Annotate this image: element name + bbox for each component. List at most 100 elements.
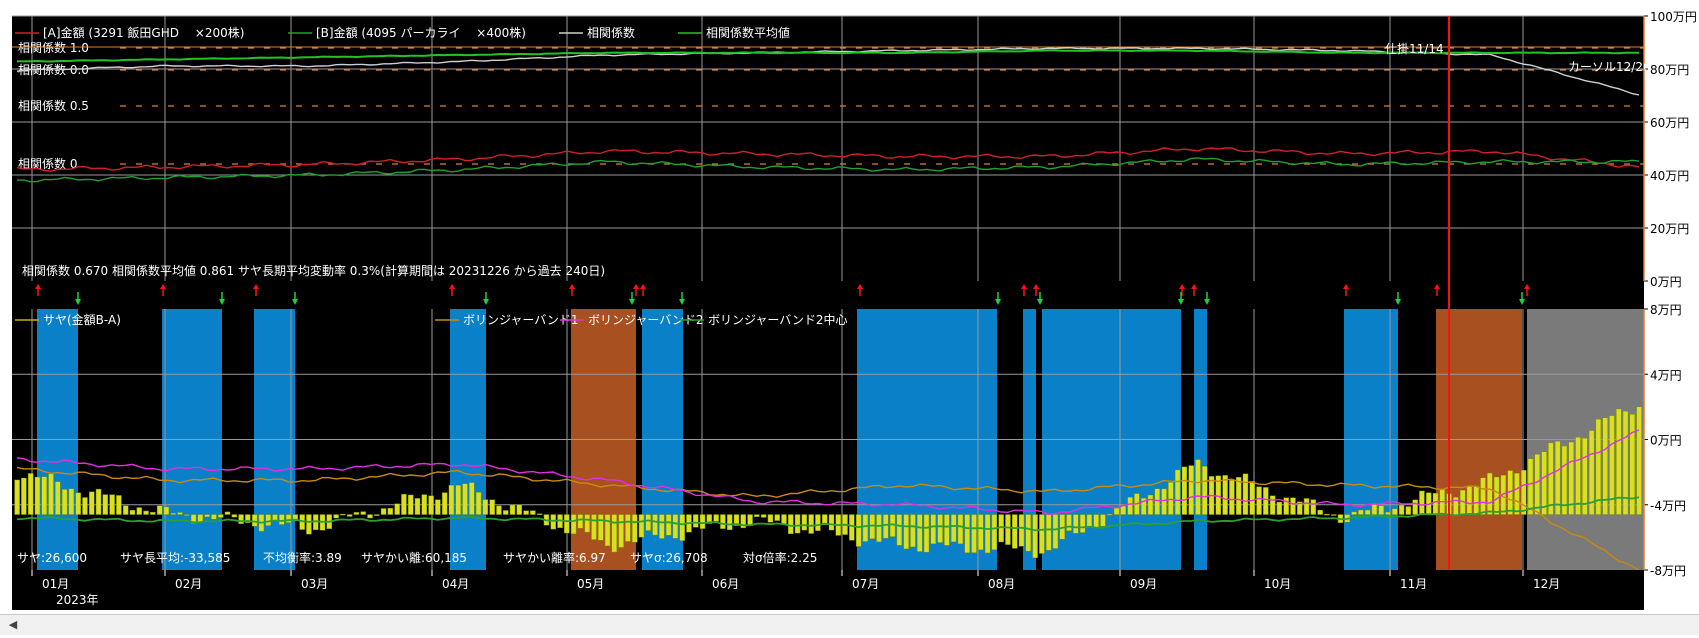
spread-bar [1527, 458, 1534, 515]
spread-bar [781, 514, 787, 525]
spread-bar [801, 514, 808, 531]
signal-down-arrow-head [1343, 284, 1349, 289]
spread-bar [1276, 501, 1283, 515]
spread-bar [95, 488, 102, 515]
spread-bar [75, 492, 81, 515]
spread-bar [1215, 475, 1222, 515]
spread-stat: サヤかい離:60,185 [361, 551, 467, 565]
x-axis: 01月 02月 03月 04月 05月 06月 07月 08月 09月 10月 11月 12月 [31, 570, 1560, 591]
spread-bar [408, 494, 414, 515]
signal-down-arrow-head [449, 284, 455, 289]
spread-bar [251, 514, 258, 527]
spread-bar [536, 513, 543, 515]
spread-bar [1012, 514, 1018, 549]
spread-bar [129, 510, 136, 515]
bottom-y-tick-label: -4万円 [1650, 499, 1686, 513]
top-legend: [A]金額 (3291 飯田GHD ×200株) [B]金額 (4095 パーカラ… [15, 25, 790, 40]
spread-bar [1521, 469, 1527, 515]
horizontal-scrollbar[interactable]: ◀ [0, 614, 1699, 635]
spread-bar [815, 514, 821, 531]
spread-bar [1025, 514, 1032, 552]
spread-bar [638, 514, 645, 538]
spread-bar [1093, 514, 1099, 529]
series-a-line [16, 147, 1640, 172]
spread-bar [102, 494, 109, 515]
spread-bar [774, 514, 780, 521]
x-tick-label: 08月 [988, 577, 1015, 591]
scroll-left-arrow-icon[interactable]: ◀ [8, 618, 18, 631]
spread-bar [292, 514, 299, 522]
spread-bar [1493, 476, 1500, 515]
spread-bar [1575, 437, 1581, 515]
spread-bar [923, 514, 930, 553]
spread-bar [1086, 514, 1093, 527]
spread-bar [713, 514, 719, 522]
spread-bar [733, 514, 740, 526]
spread-bar [1568, 441, 1574, 515]
signal-down-arrow-head [35, 284, 41, 289]
spread-bar [693, 514, 699, 528]
spread-bar [1039, 514, 1045, 554]
spread-bar [163, 506, 170, 515]
spread-bar [285, 514, 292, 523]
spread-bar [367, 514, 373, 519]
spread-bar [1032, 514, 1038, 559]
spread-bar [869, 514, 875, 539]
bottom-legend-label: ボリンジャーバンド2中心 [708, 312, 848, 327]
spread-bar [482, 499, 489, 515]
correlation-level-label: 相関係数 0.0 [18, 62, 89, 77]
spread-bar [944, 514, 950, 546]
signal-up-arrow-head [483, 299, 489, 305]
spread-bar [136, 507, 142, 515]
spread-bar [55, 481, 61, 515]
top-y-tick-label: 100万円 [1650, 10, 1697, 24]
correlation-level-label: 相関係数 0.5 [18, 98, 89, 113]
spread-bar [1297, 501, 1303, 515]
spread-bar [41, 476, 47, 515]
spread-bar [340, 513, 346, 516]
spread-bar [828, 514, 835, 531]
spread-bar [279, 514, 285, 525]
spread-bar [720, 514, 726, 529]
spread-bar [788, 514, 794, 534]
spread-stat: サヤσ:26,708 [630, 551, 708, 565]
signal-down-arrow-head [1033, 284, 1039, 289]
spread-bar [1534, 454, 1541, 515]
correlation-level-label: 相関係数 0 [18, 156, 77, 171]
spread-bar [1473, 485, 1479, 515]
spread-bar [231, 514, 237, 518]
top-y-tick-label: 80万円 [1650, 63, 1689, 77]
series-b-line [17, 157, 1640, 183]
spread-bar [1412, 499, 1418, 515]
spread-bar [984, 514, 991, 554]
spread-bar [672, 514, 679, 539]
bottom-legend: サヤ(金額B-A) ボリンジャーバンド1 ボリンジャーバンド2 ボリンジャーバンド2中… [15, 312, 848, 327]
bottom-y-tick-label: 8万円 [1650, 303, 1682, 317]
spread-bar [1405, 506, 1412, 515]
spread-bar [699, 514, 706, 529]
spread-bar [794, 514, 801, 534]
correlation-avg-line [16, 49, 1640, 63]
x-tick-label: 06月 [712, 577, 739, 591]
spread-bar [679, 514, 685, 541]
bollinger-band-2-line [16, 429, 1640, 516]
top-y-tick-label: 0万円 [1650, 275, 1682, 289]
spread-bar [1303, 498, 1310, 515]
spread-bar [1609, 415, 1615, 515]
top-panel-plot[interactable] [12, 16, 1644, 281]
spread-bar [1263, 487, 1269, 515]
top-info-text: 相関係数 0.670 相関係数平均値 0.861 サヤ長期平均変動率 0.3%(… [22, 263, 605, 278]
bollinger-lines [16, 429, 1640, 571]
spread-bar [570, 514, 577, 535]
spread-bar [523, 510, 529, 515]
spread-bar [150, 512, 156, 515]
spread-bar [516, 504, 523, 515]
top-y-tick-label: 20万円 [1650, 222, 1689, 236]
spread-bar [68, 488, 75, 515]
spread-bar [896, 514, 903, 546]
spread-bar [910, 514, 916, 548]
spread-bar [441, 492, 448, 515]
cursor-marker-label: カーソル12/26 [1568, 60, 1651, 74]
spread-bar [435, 499, 441, 515]
